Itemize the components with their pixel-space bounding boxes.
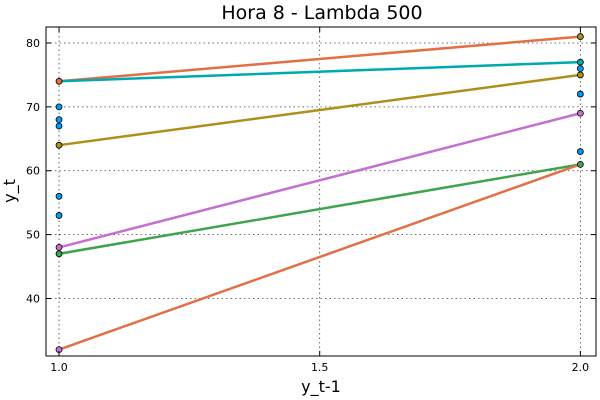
series-line-1 bbox=[57, 35, 582, 83]
data-point bbox=[55, 250, 63, 258]
y-tick-label: 40 bbox=[26, 293, 40, 306]
data-point bbox=[576, 160, 584, 168]
data-point bbox=[55, 212, 63, 219]
y-tick-label: 50 bbox=[26, 229, 40, 242]
data-point bbox=[55, 103, 63, 111]
data-point bbox=[576, 148, 584, 155]
y-tick-label: 80 bbox=[26, 37, 40, 50]
series-line-4 bbox=[57, 111, 582, 249]
x-axis-label: y_t-1 bbox=[301, 377, 341, 397]
x-tick-label: 1.5 bbox=[311, 361, 329, 374]
data-point bbox=[576, 109, 584, 117]
axis-ticks: 1.0 1.5 2.0 40 50 60 70 80 bbox=[26, 27, 596, 374]
y-tick-label: 70 bbox=[26, 101, 40, 114]
chart-title: Hora 8 - Lambda 500 bbox=[221, 2, 422, 24]
data-point bbox=[576, 58, 584, 66]
series-line-5 bbox=[57, 163, 582, 256]
x-tick-label: 2.0 bbox=[572, 361, 590, 374]
series-line-2 bbox=[57, 60, 582, 83]
series-line-6 bbox=[57, 163, 582, 351]
data-point bbox=[576, 65, 584, 72]
data-point bbox=[576, 71, 584, 79]
y-tick-label: 60 bbox=[26, 165, 40, 178]
data-point bbox=[55, 77, 63, 85]
y-axis-label: y_t bbox=[0, 179, 20, 203]
data-point bbox=[576, 33, 584, 40]
data-point bbox=[55, 192, 63, 200]
data-point bbox=[55, 116, 63, 124]
x-tick-label: 1.0 bbox=[50, 361, 68, 374]
data-point bbox=[576, 90, 584, 98]
data-point bbox=[55, 243, 63, 251]
series-lines bbox=[57, 35, 582, 351]
data-points bbox=[55, 33, 584, 354]
data-point bbox=[55, 122, 63, 130]
series-line-3 bbox=[57, 73, 582, 147]
plot-frame bbox=[45, 26, 597, 357]
data-point bbox=[55, 141, 63, 149]
